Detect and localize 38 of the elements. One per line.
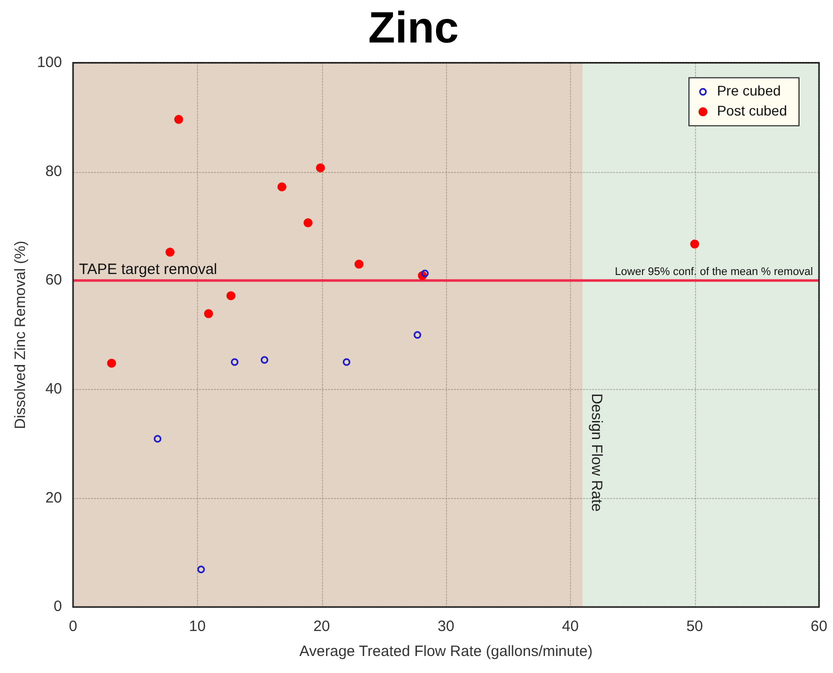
y-tick-label: 40: [45, 380, 62, 398]
point: [174, 114, 184, 124]
x-tick-label: 40: [562, 618, 579, 636]
point: [414, 331, 422, 339]
point: [260, 356, 268, 364]
legend-label: Pre cubed: [716, 82, 781, 99]
point: [354, 260, 364, 269]
point: [421, 270, 429, 278]
x-tick-label: 10: [189, 618, 206, 636]
point: [316, 163, 325, 172]
x-tick-label: 60: [810, 618, 828, 636]
x-tick-label: 50: [686, 618, 704, 636]
y-tick-label: 0: [54, 598, 62, 616]
point: [107, 358, 116, 368]
point: [204, 309, 214, 318]
x-tick-label: 20: [313, 618, 330, 636]
point: [166, 248, 175, 257]
chart-title: Zinc: [368, 4, 459, 53]
point: [154, 435, 162, 443]
legend-label: Post cubed: [716, 102, 788, 119]
annotation: Lower 95% conf. of the mean % removal: [614, 266, 813, 278]
band-label: Design Flow Rate: [588, 393, 606, 512]
y-tick-label: 60: [45, 272, 62, 289]
ref-line-label: TAPE target removal: [79, 261, 218, 278]
point: [277, 182, 286, 192]
x-axis-title: Average Treated Flow Rate (gallons/minute): [299, 643, 593, 660]
point: [690, 240, 700, 249]
point: [342, 358, 350, 366]
y-axis-title: Dissolved Zinc Removal (%): [12, 240, 30, 430]
point: [304, 218, 313, 228]
point: [226, 291, 236, 300]
point: [230, 358, 238, 366]
point: [197, 566, 205, 574]
y-tick-label: 100: [36, 54, 62, 71]
x-tick-label: 0: [68, 618, 78, 636]
x-tick-label: 30: [438, 618, 454, 636]
y-tick-label: 20: [45, 489, 62, 506]
y-tick-label: 80: [45, 162, 62, 180]
